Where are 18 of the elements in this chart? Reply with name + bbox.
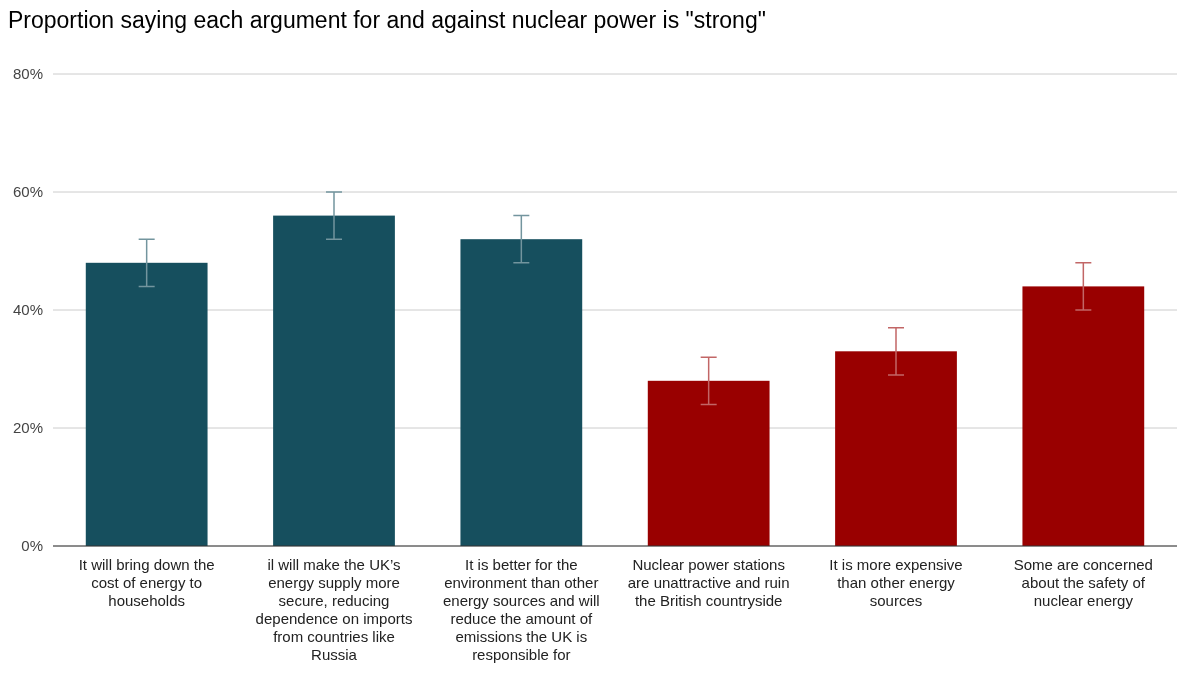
y-tick-label: 80% (12, 65, 43, 83)
x-tick-label: It will bring down the cost of energy to households (78, 556, 215, 609)
bar (460, 239, 583, 546)
bar (1022, 286, 1145, 546)
bar (835, 351, 957, 546)
y-tick-label: 0% (21, 537, 43, 555)
x-tick-label: il will make the UK’s energy supply more secure, reducing dependence on imports from countries like Russia (255, 556, 413, 663)
bar (85, 262, 208, 546)
y-tick-label: 60% (12, 183, 43, 201)
x-tick-label: It is more expensive than other energy sources (829, 556, 963, 609)
y-tick-label: 20% (12, 419, 43, 437)
bar (647, 380, 770, 546)
x-tick-label: Nuclear power stations are unattractive and ruin the British countryside (627, 556, 790, 609)
bar (273, 215, 395, 546)
x-tick-label: Some are concerned about the safety of nuclear energy (1013, 556, 1153, 609)
y-tick-label: 40% (12, 301, 43, 319)
x-tick-label: It is better for the environment than other energy sources and will reduce the amount of emissions the UK is responsible for (442, 556, 600, 663)
chart-title: Proportion saying each argument for and against nuclear power is "strong" (8, 7, 766, 33)
